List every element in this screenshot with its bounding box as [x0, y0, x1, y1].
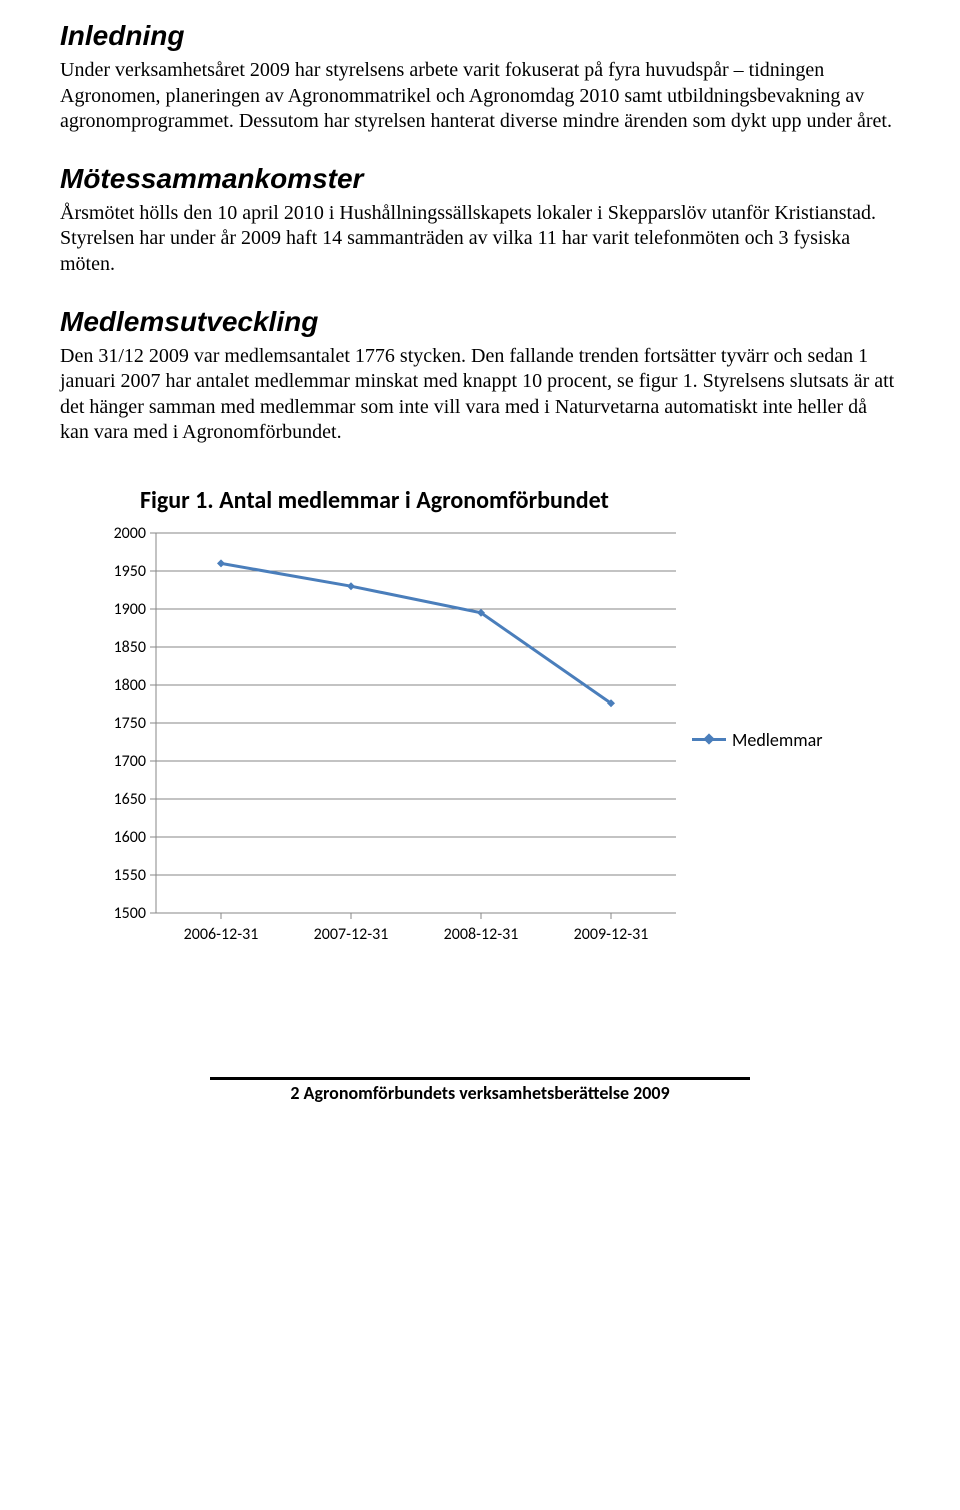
- svg-text:1550: 1550: [114, 866, 146, 885]
- chart-row: 1500 1550 1600 1650 1700 1750 1800 1850 1900 1950…: [100, 523, 900, 957]
- document-page: Inledning Under verksamhetsåret 2009 har…: [0, 0, 960, 1144]
- svg-text:1650: 1650: [114, 790, 146, 809]
- svg-text:1750: 1750: [114, 714, 146, 733]
- svg-text:2007-12-31: 2007-12-31: [314, 925, 389, 944]
- svg-text:2009-12-31: 2009-12-31: [574, 925, 649, 944]
- svg-text:2000: 2000: [114, 524, 146, 543]
- chart-legend: Medlemmar: [692, 729, 823, 751]
- svg-text:1800: 1800: [114, 676, 146, 695]
- line-chart: 1500 1550 1600 1650 1700 1750 1800 1850 1900 1950…: [100, 523, 686, 957]
- heading-inledning: Inledning: [60, 20, 900, 52]
- body-motessammankomster: Årsmötet hölls den 10 april 2010 i Hushå…: [60, 201, 900, 278]
- page-footer: 2 Agronomförbundets verksamhetsberättels…: [60, 1077, 900, 1104]
- body-inledning: Under verksamhetsåret 2009 har styrelsen…: [60, 58, 900, 135]
- svg-text:1700: 1700: [114, 752, 146, 771]
- svg-text:1900: 1900: [114, 600, 146, 619]
- legend-swatch-icon: [692, 738, 726, 741]
- svg-text:1850: 1850: [114, 638, 146, 657]
- chart-container: Figur 1. Antal medlemmar i Agronomförbun…: [100, 486, 900, 957]
- svg-text:2006-12-31: 2006-12-31: [184, 925, 259, 944]
- footer-text: 2 Agronomförbundets verksamhetsberättels…: [290, 1082, 669, 1104]
- svg-text:1600: 1600: [114, 828, 146, 847]
- body-medlemsutveckling: Den 31/12 2009 var medlemsantalet 1776 s…: [60, 344, 900, 446]
- svg-text:1950: 1950: [114, 562, 146, 581]
- legend-label: Medlemmar: [732, 729, 823, 751]
- footer-divider: [210, 1077, 750, 1080]
- heading-medlemsutveckling: Medlemsutveckling: [60, 306, 900, 338]
- svg-text:2008-12-31: 2008-12-31: [444, 925, 519, 944]
- heading-motessammankomster: Mötessammankomster: [60, 163, 900, 195]
- svg-text:1500: 1500: [114, 904, 146, 923]
- chart-title: Figur 1. Antal medlemmar i Agronomförbun…: [140, 486, 900, 515]
